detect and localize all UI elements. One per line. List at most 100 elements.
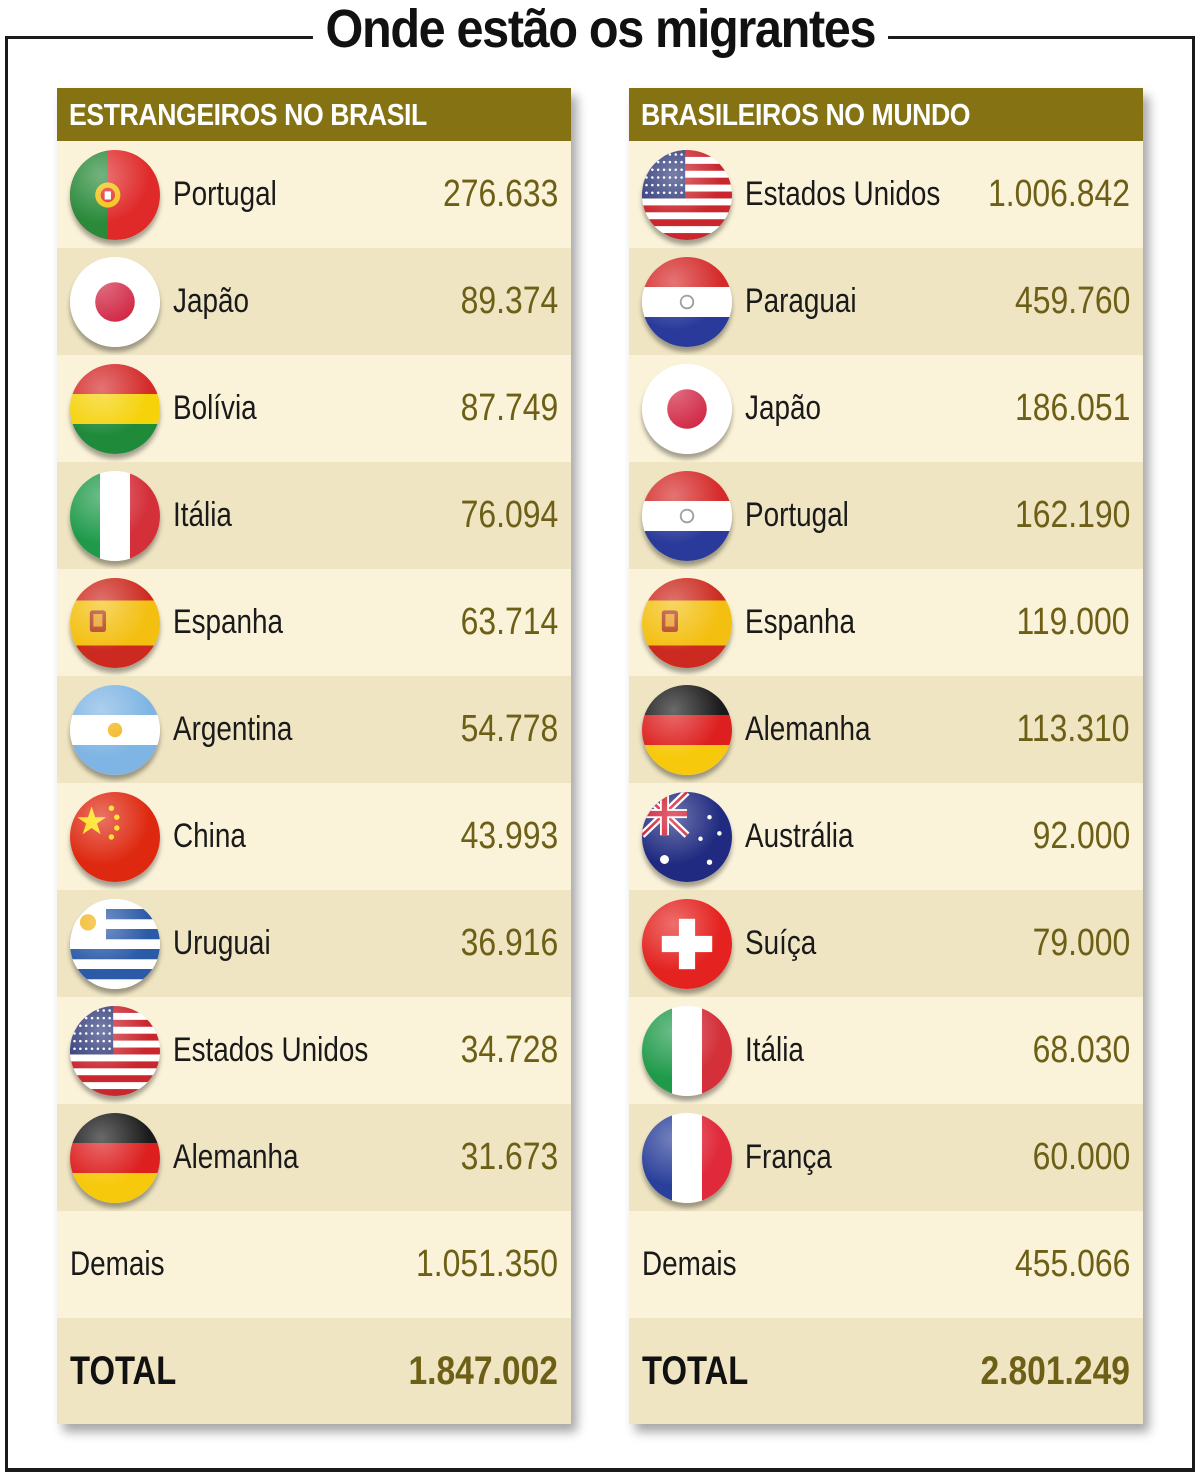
- others-label: Demais: [70, 1245, 165, 1283]
- migrant-count: 92.000: [1032, 815, 1130, 857]
- italy-flag-icon: [70, 470, 160, 561]
- china-flag-icon: [70, 791, 160, 882]
- others-row: Demais 455.066: [629, 1211, 1143, 1318]
- country-list: Estados Unidos 1.006.842 Paraguai 459.76…: [629, 141, 1143, 1424]
- country-name: Argentina: [173, 710, 293, 748]
- migrant-count: 186.051: [1014, 387, 1130, 429]
- paraguay-flag-icon: [642, 256, 732, 347]
- germany-flag-icon: [70, 1112, 160, 1203]
- migrant-count: 31.673: [460, 1136, 558, 1178]
- table-row: Itália 68.030: [629, 997, 1143, 1104]
- migrant-count: 60.000: [1032, 1136, 1130, 1178]
- table-row: Japão 89.374: [57, 248, 571, 355]
- migrant-count: 34.728: [460, 1029, 558, 1071]
- usa-flag-icon: [70, 1005, 160, 1096]
- germany-flag-icon: [642, 684, 732, 775]
- japan-flag-icon: [70, 256, 160, 347]
- country-name: Itália: [745, 1031, 804, 1069]
- table-row: Bolívia 87.749: [57, 355, 571, 462]
- migrant-count: 113.310: [1016, 708, 1130, 750]
- page-title: Onde estão os migrantes: [313, 0, 888, 58]
- migrant-count: 276.633: [442, 173, 558, 215]
- country-name: Uruguai: [173, 924, 271, 962]
- panel-header: ESTRANGEIROS NO BRASIL: [57, 88, 571, 141]
- migrant-count: 54.778: [460, 708, 558, 750]
- country-name: Japão: [745, 389, 821, 427]
- table-row: Espanha 119.000: [629, 569, 1143, 676]
- total-value: 1.847.002: [408, 1348, 558, 1393]
- migrant-count: 1.006.842: [987, 173, 1130, 215]
- table-row: Espanha 63.714: [57, 569, 571, 676]
- others-label: Demais: [642, 1245, 737, 1283]
- table-row: Portugal 162.190: [629, 462, 1143, 569]
- table-row: França 60.000: [629, 1104, 1143, 1211]
- australia-flag-icon: [642, 791, 732, 882]
- total-value: 2.801.249: [980, 1348, 1130, 1393]
- table-row: Itália 76.094: [57, 462, 571, 569]
- spain-flag-icon: [70, 577, 160, 668]
- table-row: Estados Unidos 1.006.842: [629, 141, 1143, 248]
- table-row: Suíça 79.000: [629, 890, 1143, 997]
- bolivia-flag-icon: [70, 363, 160, 454]
- table-row: Austrália 92.000: [629, 783, 1143, 890]
- migrant-count: 89.374: [460, 280, 558, 322]
- country-name: Estados Unidos: [173, 1031, 369, 1069]
- country-name: Portugal: [745, 496, 849, 534]
- table-row: China 43.993: [57, 783, 571, 890]
- panel-foreigners-in-brazil: ESTRANGEIROS NO BRASIL Portugal 276.633 …: [57, 88, 571, 1424]
- country-name: Espanha: [745, 603, 856, 641]
- country-name: Paraguai: [745, 282, 857, 320]
- argentina-flag-icon: [70, 684, 160, 775]
- others-value: 455.066: [1014, 1243, 1130, 1285]
- table-row: Estados Unidos 34.728: [57, 997, 571, 1104]
- migrant-count: 43.993: [460, 815, 558, 857]
- migrant-count: 68.030: [1032, 1029, 1130, 1071]
- country-name: Bolívia: [173, 389, 257, 427]
- migrant-count: 459.760: [1014, 280, 1130, 322]
- france-flag-icon: [642, 1112, 732, 1203]
- country-name: Austrália: [745, 817, 854, 855]
- table-row: Portugal 276.633: [57, 141, 571, 248]
- panel-brazilians-in-world: BRASILEIROS NO MUNDO Estados Unidos 1.00…: [629, 88, 1143, 1424]
- country-list: Portugal 276.633 Japão 89.374 Bolívia 87…: [57, 141, 571, 1424]
- table-row: Alemanha 31.673: [57, 1104, 571, 1211]
- usa-flag-icon: [642, 149, 732, 240]
- country-name: Estados Unidos: [745, 175, 941, 213]
- portugal-flag-icon: [70, 149, 160, 240]
- japan-flag-icon: [642, 363, 732, 454]
- others-row: Demais 1.051.350: [57, 1211, 571, 1318]
- total-row: TOTAL 1.847.002: [57, 1318, 571, 1424]
- total-label: TOTAL: [70, 1348, 177, 1393]
- migrant-count: 63.714: [460, 601, 558, 643]
- table-row: Argentina 54.778: [57, 676, 571, 783]
- others-value: 1.051.350: [415, 1243, 558, 1285]
- country-name: China: [173, 817, 246, 855]
- country-name: Portugal: [173, 175, 277, 213]
- table-row: Japão 186.051: [629, 355, 1143, 462]
- migrant-count: 76.094: [460, 494, 558, 536]
- table-row: Uruguai 36.916: [57, 890, 571, 997]
- country-name: Japão: [173, 282, 249, 320]
- country-name: Espanha: [173, 603, 284, 641]
- table-row: Paraguai 459.760: [629, 248, 1143, 355]
- uruguay-flag-icon: [70, 898, 160, 989]
- country-name: Alemanha: [745, 710, 871, 748]
- total-row: TOTAL 2.801.249: [629, 1318, 1143, 1424]
- migrant-count: 119.000: [1016, 601, 1130, 643]
- italy-flag-icon: [642, 1005, 732, 1096]
- spain-flag-icon: [642, 577, 732, 668]
- table-row: Alemanha 113.310: [629, 676, 1143, 783]
- migrant-count: 79.000: [1032, 922, 1130, 964]
- panel-header: BRASILEIROS NO MUNDO: [629, 88, 1143, 141]
- total-label: TOTAL: [642, 1348, 749, 1393]
- country-name: Suíça: [745, 924, 817, 962]
- country-name: França: [745, 1138, 832, 1176]
- country-name: Itália: [173, 496, 232, 534]
- country-name: Alemanha: [173, 1138, 299, 1176]
- paraguay-flag-icon: [642, 470, 732, 561]
- title-bar: Onde estão os migrantes: [0, 0, 1201, 62]
- switzerland-flag-icon: [642, 898, 732, 989]
- migrant-count: 87.749: [460, 387, 558, 429]
- migrant-count: 162.190: [1014, 494, 1130, 536]
- migrant-count: 36.916: [460, 922, 558, 964]
